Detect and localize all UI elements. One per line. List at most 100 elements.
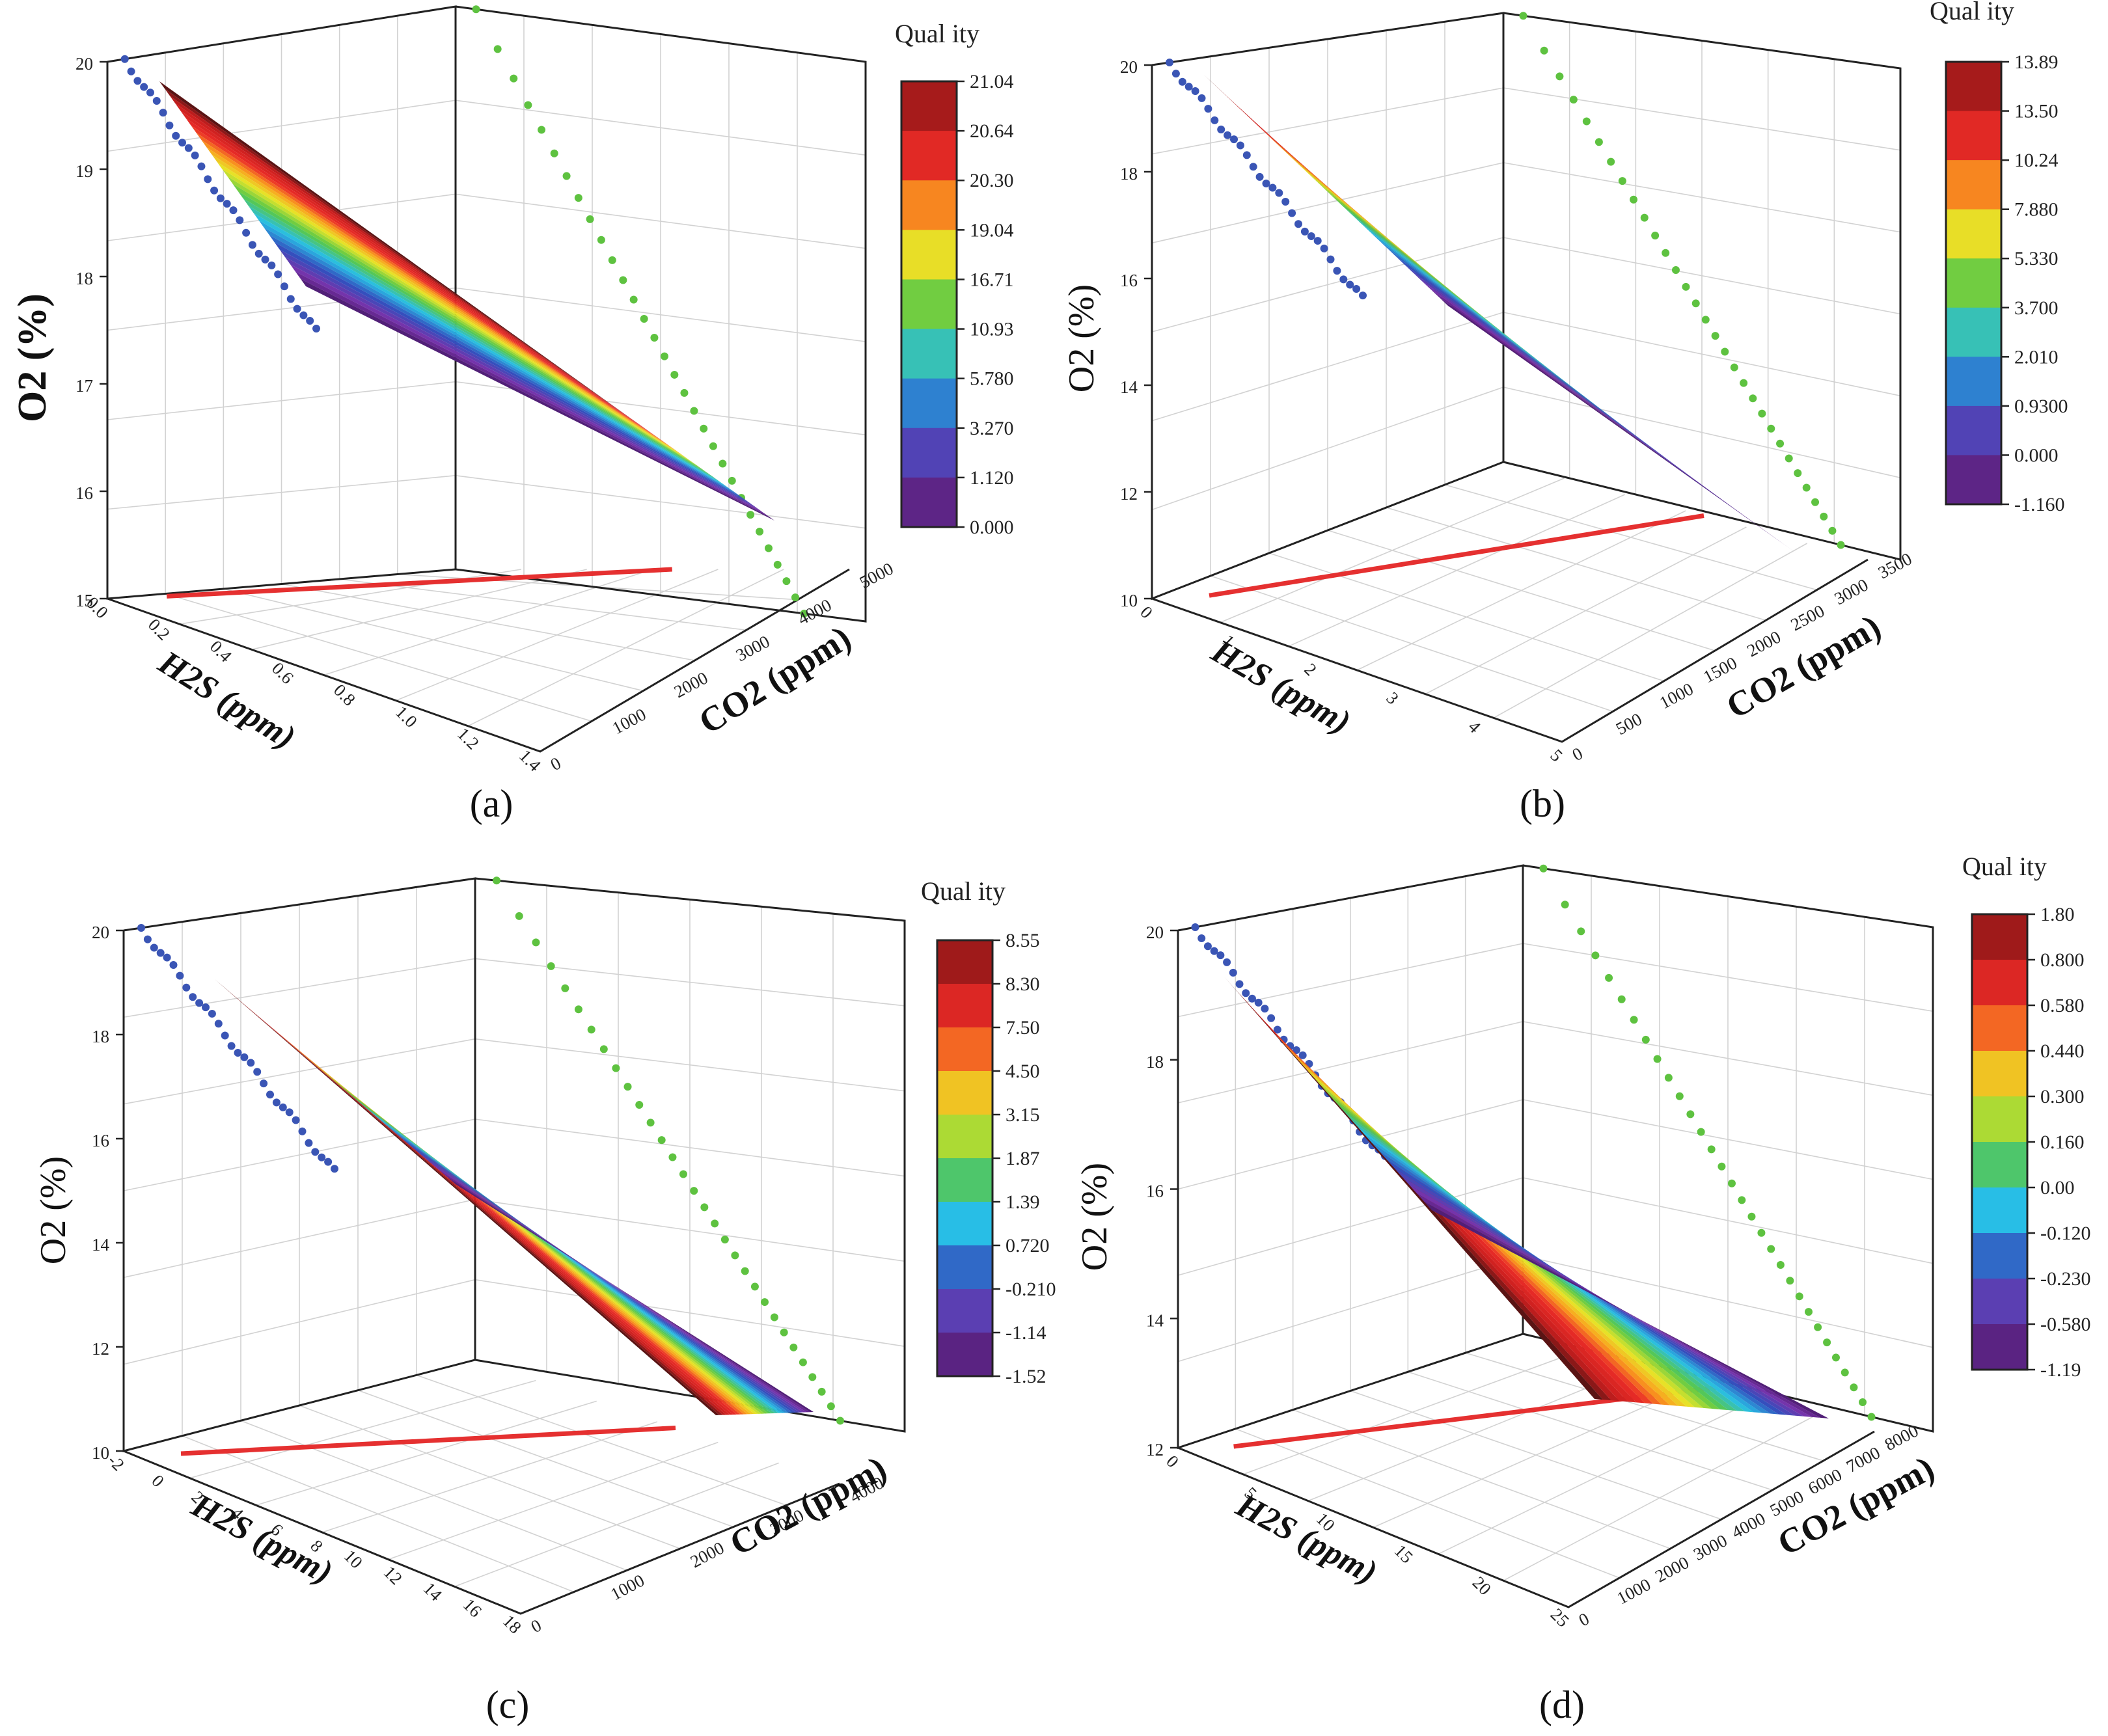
surface-strip	[249, 1009, 733, 1415]
surface-strip	[248, 206, 722, 483]
green-point	[1653, 1055, 1662, 1063]
colorbar-label: -1.14	[1006, 1322, 1047, 1344]
green-point	[817, 1387, 826, 1396]
blue-point	[137, 924, 145, 932]
surface-strip	[227, 176, 702, 468]
blue-point	[1255, 172, 1264, 181]
green-point	[1664, 1074, 1673, 1082]
blue-point	[312, 325, 320, 333]
grid-line	[339, 578, 746, 631]
colorbar-band	[1946, 455, 2001, 505]
blue-point	[234, 1049, 242, 1057]
green-point	[608, 256, 616, 264]
surface-strip	[318, 1067, 761, 1414]
green-point	[1718, 1162, 1726, 1171]
green-point	[680, 388, 689, 397]
surface-strip	[159, 81, 633, 420]
blue-point	[223, 200, 231, 208]
z-tick-label: 16	[1120, 271, 1138, 290]
colorbar-band	[1972, 1324, 2027, 1370]
blue-point	[311, 1148, 320, 1156]
colorbar-label: 10.93	[970, 319, 1014, 340]
blue-point	[1320, 244, 1328, 252]
red-projection-line	[167, 567, 672, 599]
y-tick-label: 3000	[1690, 1530, 1731, 1564]
grid-lines	[123, 885, 905, 1593]
green-point	[1539, 864, 1548, 873]
blue-point	[182, 983, 191, 992]
colorbar-band	[937, 1333, 992, 1377]
green-point	[561, 984, 569, 992]
blue-point	[1273, 1025, 1281, 1034]
green-point	[532, 938, 540, 947]
colorbar-band	[1972, 1279, 2027, 1325]
blue-point	[1235, 980, 1244, 988]
x-axis-title: H2S (ppm)	[185, 1487, 339, 1592]
surface-strip	[232, 183, 707, 472]
blue-point	[1275, 189, 1283, 197]
y-tick-label: 0	[1569, 743, 1586, 765]
surface-strip	[361, 1104, 779, 1413]
green-point	[1740, 379, 1748, 387]
surface-strip	[344, 1089, 772, 1414]
blue-point	[286, 295, 295, 303]
green-point	[1721, 347, 1729, 356]
green-point	[1794, 469, 1802, 478]
green-point	[1640, 213, 1649, 222]
y-tick-label: 3000	[733, 631, 773, 665]
green-point	[1555, 72, 1564, 81]
blue-point	[240, 1053, 249, 1061]
colorbar-label: 13.50	[2014, 101, 2059, 122]
colorbar-label: 21.04	[970, 71, 1014, 92]
colorbar-label: 0.440	[2040, 1040, 2085, 1062]
green-point	[612, 1064, 620, 1072]
green-point	[750, 1282, 759, 1291]
colorbar-band	[901, 477, 957, 528]
wall-projection-green	[472, 5, 808, 617]
green-point	[808, 1373, 817, 1381]
green-point	[719, 459, 727, 468]
surface-strip	[217, 161, 691, 461]
colorbar-band	[901, 378, 957, 429]
z-axis-title: O2 (%)	[1075, 1163, 1115, 1271]
green-point	[586, 215, 594, 223]
y-tick-label: 500	[1613, 709, 1645, 739]
z-tick-label: 16	[1146, 1182, 1164, 1201]
blue-point	[163, 953, 171, 962]
colorbar-label: 0.800	[2040, 949, 2085, 971]
green-point	[1730, 363, 1738, 372]
green-point	[1691, 299, 1700, 308]
green-point	[782, 577, 791, 586]
green-point	[646, 1119, 655, 1127]
blue-point	[293, 305, 301, 313]
blue-point	[202, 1003, 210, 1012]
colorbar-label: -1.19	[2040, 1359, 2081, 1381]
green-point	[1519, 12, 1527, 20]
green-point	[1701, 316, 1710, 324]
surface-strip	[275, 1030, 744, 1415]
surface	[1224, 976, 1829, 1418]
green-point	[587, 1025, 595, 1034]
x-tick-label: 0.2	[144, 615, 174, 644]
blue-point	[274, 270, 282, 278]
surface-strip	[290, 264, 764, 513]
colorbar-band	[901, 279, 957, 330]
blue-point	[266, 1091, 274, 1099]
green-point	[1682, 282, 1690, 291]
z-axis-title: O2 (%)	[33, 1156, 74, 1264]
surface-strip	[274, 242, 748, 502]
colorbar-label: 2.010	[2014, 346, 2059, 368]
colorbar-band	[1946, 209, 2001, 260]
colorbar-label: 0.000	[2014, 444, 2059, 466]
blue-point	[1171, 70, 1180, 78]
green-point	[510, 74, 518, 83]
x-tick-label: 2	[1300, 659, 1321, 679]
green-point	[1820, 512, 1828, 521]
blue-point	[1230, 135, 1238, 144]
colorbar-label: 0.300	[2040, 1086, 2085, 1107]
colorbar-title: Qual ity	[1962, 852, 2047, 881]
colorbar-label: 0.720	[1006, 1235, 1050, 1256]
